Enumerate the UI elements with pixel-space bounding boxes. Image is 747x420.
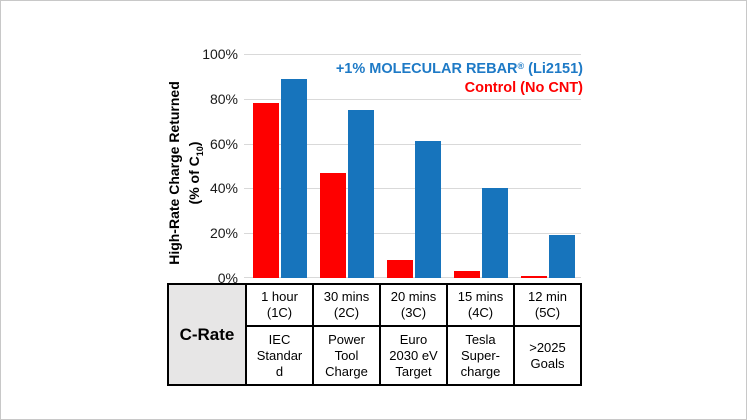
gridline (244, 277, 581, 278)
bar-group (313, 54, 380, 278)
gridline (244, 188, 581, 189)
chart-legend: +1% MOLECULAR REBAR® (Li2151) Control (N… (336, 57, 583, 98)
table-cell-use-2c: Power Tool Charge (312, 325, 381, 386)
plot-area (244, 54, 581, 278)
table-cell-use-4c: Tesla Super- charge (446, 325, 515, 386)
y-tick-label: 100% (202, 46, 238, 62)
bar-control (520, 275, 547, 278)
legend-entry-control: Control (No CNT) (464, 80, 583, 96)
table-cell-time-2c: 30 mins (2C) (312, 283, 381, 327)
table-cell-time-3c: 20 mins (3C) (379, 283, 448, 327)
gridline (244, 144, 581, 145)
bar-control (386, 260, 413, 278)
gridline (244, 99, 581, 100)
table-cell-use-1c: IEC Standar d (245, 325, 314, 386)
bar-group (380, 54, 447, 278)
c-rate-header-cell: C-Rate (167, 283, 247, 386)
bar-group (514, 54, 581, 278)
bar-control (319, 172, 346, 278)
bar-rebar (347, 110, 374, 278)
table-cell-time-4c: 15 mins (4C) (446, 283, 515, 327)
table-cell-time-5c: 12 min (5C) (513, 283, 582, 327)
c-rate-table: C-Rate 1 hour (1C) 30 mins (2C) 20 mins … (167, 283, 582, 386)
y-tick-label: 80% (209, 91, 238, 107)
y-tick-label: 40% (209, 180, 238, 196)
bar-group (246, 54, 313, 278)
bar-rebar (280, 78, 307, 278)
table-cell-time-1c: 1 hour (1C) (245, 283, 314, 327)
legend-entry-rebar: +1% MOLECULAR REBAR® (Li2151) (335, 61, 583, 77)
gridline (244, 54, 581, 55)
y-tick-label: 60% (209, 136, 238, 152)
y-tick-label: 0% (217, 270, 238, 286)
bar-rebar (481, 188, 508, 278)
y-axis-title-line1: High-Rate Charge Returned (166, 81, 182, 265)
y-axis-tick-labels: 0% 20% 40% 60% 80% 100% (181, 46, 238, 286)
bar-rebar (414, 141, 441, 278)
gridline (244, 233, 581, 234)
table-cell-use-5c: >2025 Goals (513, 325, 582, 386)
bar-control (252, 103, 279, 278)
registered-trademark-symbol: ® (517, 61, 525, 71)
bar-group (447, 54, 514, 278)
bar-rebar (548, 235, 575, 278)
bar-control (453, 271, 480, 278)
table-cell-use-3c: Euro 2030 eV Target (379, 325, 448, 386)
y-tick-label: 20% (209, 225, 238, 241)
